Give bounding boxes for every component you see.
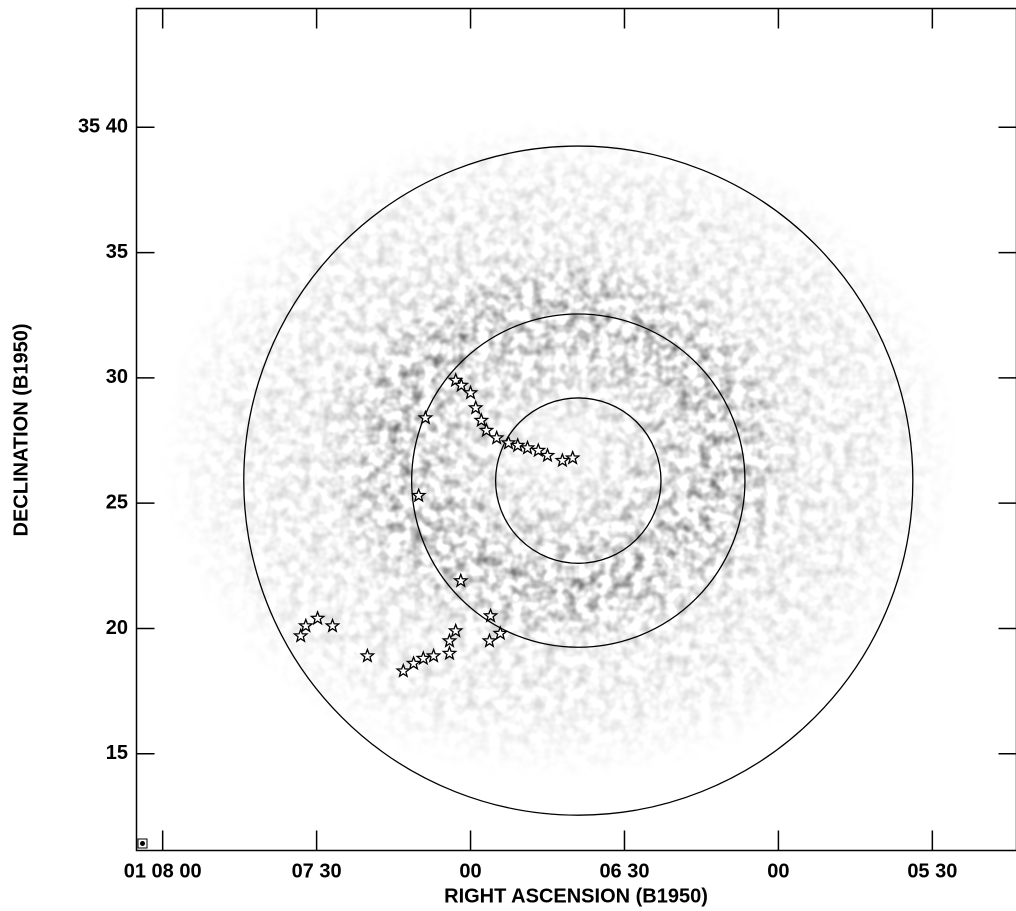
star-marker — [554, 452, 571, 468]
y-tick-label: 30 — [106, 366, 128, 388]
plot-frame — [135, 7, 1016, 852]
star-marker — [453, 377, 470, 393]
x-tick-label: 06 30 — [599, 860, 649, 882]
star-marker — [297, 617, 314, 633]
y-tick-label: 15 — [106, 742, 128, 764]
star-marker — [309, 610, 326, 626]
ring — [411, 313, 746, 648]
star-marker — [324, 617, 341, 633]
star-marker — [405, 655, 422, 671]
y-axis-label: DECLINATION (B1950) — [10, 324, 32, 537]
star-marker — [447, 622, 464, 638]
star-marker — [473, 412, 490, 428]
star-marker — [395, 662, 412, 678]
star-marker — [539, 447, 556, 463]
star-marker — [425, 647, 442, 663]
emission — [160, 120, 960, 780]
star-marker — [410, 487, 427, 503]
star-marker — [417, 409, 434, 425]
star-marker — [481, 632, 498, 648]
x-axis-label: RIGHT ASCENSION (B1950) — [444, 885, 708, 907]
beam-box — [137, 838, 148, 849]
star-marker — [415, 650, 432, 666]
galaxy-image — [160, 120, 960, 780]
star-marker — [519, 439, 536, 455]
star-marker — [488, 429, 505, 445]
star-marker — [359, 647, 376, 663]
y-tick-label: 20 — [106, 617, 128, 639]
x-tick-label: 07 30 — [292, 860, 342, 882]
y-tick-label: 25 — [106, 491, 128, 513]
x-tick-label: 00 — [459, 860, 481, 882]
star-marker — [441, 632, 458, 648]
beam — [140, 841, 145, 846]
y-tick-label: 35 — [106, 241, 128, 263]
ring — [494, 397, 662, 564]
x-tick-label: 01 08 00 — [124, 860, 202, 882]
star-marker — [482, 607, 499, 623]
star-marker — [452, 572, 469, 588]
star-marker — [292, 627, 309, 643]
y-tick-label: 35 40 — [78, 116, 128, 138]
star-marker — [467, 399, 484, 415]
ring — [243, 145, 914, 816]
star-marker — [441, 645, 458, 661]
star-marker — [564, 449, 581, 465]
star-marker — [500, 434, 517, 450]
star-marker — [478, 422, 495, 438]
x-tick-label: 05 30 — [907, 860, 957, 882]
star-marker — [509, 437, 526, 453]
star-marker — [530, 442, 547, 458]
x-tick-label: 00 — [767, 860, 789, 882]
star-marker — [492, 625, 509, 641]
star-marker — [462, 384, 479, 400]
